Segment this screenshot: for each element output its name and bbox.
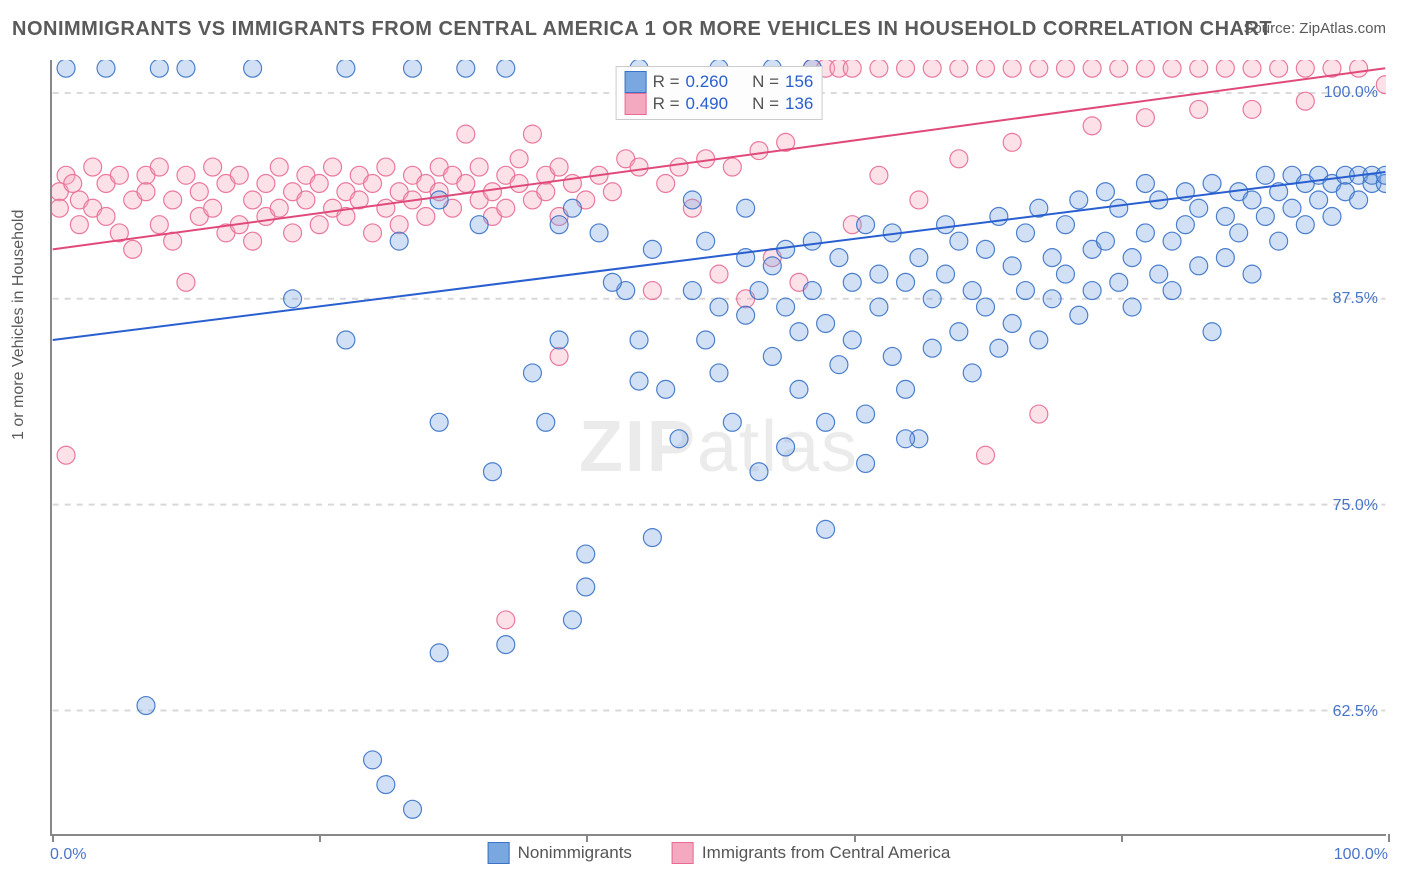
swatch-blue xyxy=(625,71,647,93)
watermark: ZIPatlas xyxy=(579,406,859,488)
series-legend: Nonimmigrants Immigrants from Central Am… xyxy=(488,842,951,864)
x-tick xyxy=(52,834,54,842)
y-tick-label: 75.0% xyxy=(1333,497,1378,515)
n-label: N = xyxy=(752,94,779,114)
r-label: R = xyxy=(653,72,680,92)
legend-label-blue: Nonimmigrants xyxy=(518,843,632,863)
legend-item-pink: Immigrants from Central America xyxy=(672,842,950,864)
n-value-pink: 136 xyxy=(785,94,813,114)
n-value-blue: 156 xyxy=(785,72,813,92)
x-tick xyxy=(1121,834,1123,842)
stats-legend-row-blue: R = 0.260 N = 156 xyxy=(625,71,814,93)
y-tick-label: 62.5% xyxy=(1333,703,1378,721)
trend-layer xyxy=(52,60,1386,834)
x-tick xyxy=(319,834,321,842)
y-tick-label: 100.0% xyxy=(1324,84,1378,102)
r-label: R = xyxy=(653,94,680,114)
watermark-rest: atlas xyxy=(697,407,859,487)
chart-container: NONIMMIGRANTS VS IMMIGRANTS FROM CENTRAL… xyxy=(0,0,1406,892)
legend-item-blue: Nonimmigrants xyxy=(488,842,632,864)
x-tick xyxy=(1388,834,1390,842)
swatch-pink xyxy=(672,842,694,864)
legend-label-pink: Immigrants from Central America xyxy=(702,843,950,863)
x-tick xyxy=(854,834,856,842)
watermark-bold: ZIP xyxy=(579,407,697,487)
grid-layer xyxy=(52,60,1386,834)
r-value-pink: 0.490 xyxy=(686,94,729,114)
scatter-layer xyxy=(52,60,1386,834)
x-tick xyxy=(586,834,588,842)
y-tick-label: 87.5% xyxy=(1333,290,1378,308)
stats-legend-row-pink: R = 0.490 N = 136 xyxy=(625,93,814,115)
y-axis-title: 1 or more Vehicles in Household xyxy=(10,210,28,440)
plot-area: ZIPatlas R = 0.260 N = 156 R = 0.490 N =… xyxy=(50,60,1386,836)
r-value-blue: 0.260 xyxy=(686,72,729,92)
chart-title: NONIMMIGRANTS VS IMMIGRANTS FROM CENTRAL… xyxy=(12,18,1272,41)
source-attribution: Source: ZipAtlas.com xyxy=(1243,20,1386,37)
x-axis-label-max: 100.0% xyxy=(1334,846,1388,864)
x-axis-label-min: 0.0% xyxy=(50,846,86,864)
stats-legend: R = 0.260 N = 156 R = 0.490 N = 136 xyxy=(616,66,823,120)
swatch-blue xyxy=(488,842,510,864)
swatch-pink xyxy=(625,93,647,115)
n-label: N = xyxy=(752,72,779,92)
